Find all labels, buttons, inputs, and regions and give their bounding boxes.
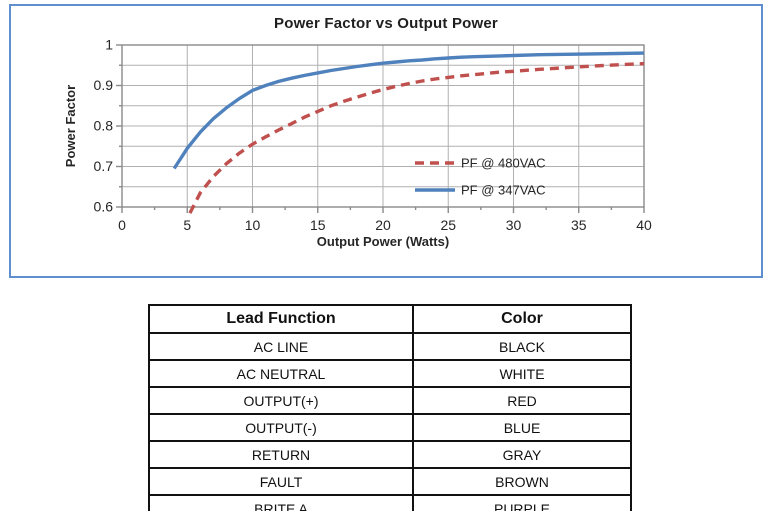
- lead-function-cell: OUTPUT(-): [148, 413, 414, 442]
- y-tick-label: 0.7: [94, 158, 114, 174]
- color-cell: BLUE: [412, 413, 632, 442]
- x-tick-label: 35: [571, 217, 587, 233]
- col-header-color: Color: [412, 304, 632, 334]
- y-tick-label: 0.6: [94, 199, 114, 215]
- x-tick-label: 10: [245, 217, 261, 233]
- lead-function-cell: BRITE A: [148, 494, 414, 511]
- color-cell: GRAY: [412, 440, 632, 469]
- table-row: AC NEUTRAL WHITE: [148, 359, 632, 388]
- table-row: OUTPUT(-) BLUE: [148, 413, 632, 442]
- y-tick-labels: 0.6 0.7 0.8 0.9 1: [94, 37, 114, 215]
- series-pf-480vac: [188, 61, 645, 214]
- lead-color-table-body: AC LINE BLACK AC NEUTRAL WHITE OUTPUT(+) RED O…: [148, 332, 632, 511]
- color-cell: BROWN: [412, 467, 632, 496]
- x-axis-ticks: [121, 207, 645, 213]
- table-row: AC LINE BLACK: [148, 332, 632, 361]
- col-header-lead-function: Lead Function: [148, 304, 414, 334]
- color-cell: PURPLE: [412, 494, 632, 511]
- lead-function-cell: AC LINE: [148, 332, 414, 361]
- table-header-row: Lead Function Color: [148, 304, 632, 334]
- y-tick-label: 0.8: [94, 118, 114, 134]
- x-tick-label: 0: [118, 217, 126, 233]
- x-tick-label: 5: [183, 217, 191, 233]
- legend-label: PF @ 347VAC: [461, 183, 546, 198]
- table-row: FAULT BROWN: [148, 467, 632, 496]
- lead-function-cell: OUTPUT(+): [148, 386, 414, 415]
- lead-color-table: Lead Function Color AC LINE BLACK AC NEUTR…: [148, 304, 632, 511]
- color-cell: BLACK: [412, 332, 632, 361]
- x-axis-title: Output Power (Watts): [317, 234, 449, 249]
- y-tick-label: 0.9: [94, 77, 114, 93]
- table-row: RETURN GRAY: [148, 440, 632, 469]
- x-tick-label: 40: [636, 217, 652, 233]
- legend: PF @ 480VAC PF @ 347VAC: [415, 156, 546, 198]
- lead-function-cell: FAULT: [148, 467, 414, 496]
- series-pf-347vac: [172, 51, 645, 170]
- x-tick-label: 30: [506, 217, 522, 233]
- pf-vs-output-power-chart: 0 5 10 15 20 25 30 35 40 0.6 0.7 0.8 0.9 1 Output Powe…: [63, 37, 652, 250]
- x-tick-label: 25: [440, 217, 456, 233]
- table-row: OUTPUT(+) RED: [148, 386, 632, 415]
- y-axis-title: Power Factor: [63, 85, 78, 167]
- x-tick-label: 15: [310, 217, 326, 233]
- x-tick-label: 20: [375, 217, 391, 233]
- y-axis-ticks: [116, 44, 122, 208]
- table-row: BRITE A PURPLE: [148, 494, 632, 511]
- x-tick-labels: 0 5 10 15 20 25 30 35 40: [118, 217, 652, 233]
- color-cell: RED: [412, 386, 632, 415]
- y-tick-label: 1: [105, 37, 113, 53]
- lead-function-cell: AC NEUTRAL: [148, 359, 414, 388]
- chart-title: Power Factor vs Output Power: [274, 15, 498, 32]
- legend-label: PF @ 480VAC: [461, 156, 546, 171]
- lead-function-cell: RETURN: [148, 440, 414, 469]
- color-cell: WHITE: [412, 359, 632, 388]
- chart-panel: 0 5 10 15 20 25 30 35 40 0.6 0.7 0.8 0.9 1 Output Powe…: [9, 4, 763, 278]
